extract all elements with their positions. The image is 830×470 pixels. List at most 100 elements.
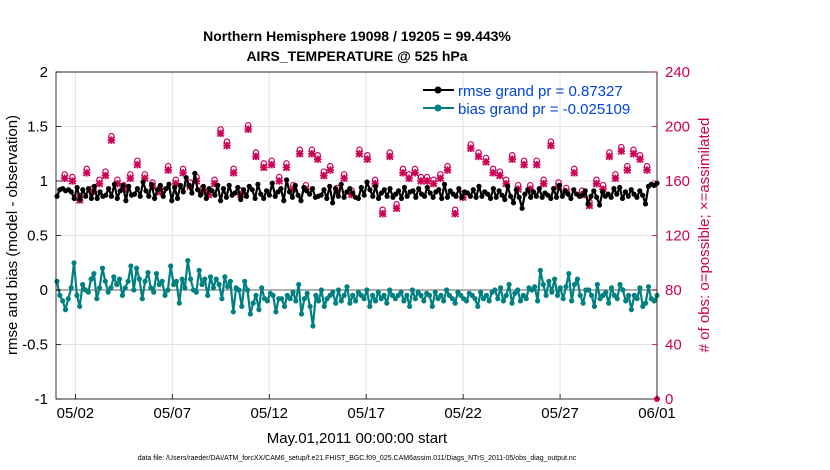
rmse-point [622, 189, 629, 195]
rmse-point [332, 186, 339, 192]
rmse-point [597, 202, 603, 208]
bias-point [247, 311, 253, 317]
obs-assimilated-marker [405, 174, 413, 183]
obs-assimilated-marker [466, 144, 475, 153]
rmse-point [487, 195, 494, 201]
obs-assimilated-marker [133, 160, 142, 169]
bias-point [111, 274, 117, 280]
bias-point [560, 296, 566, 302]
obs-assimilated-marker [378, 209, 387, 218]
rmse-point [358, 184, 364, 191]
rmse-point [421, 193, 428, 199]
y-tick-label: -1 [35, 391, 48, 408]
obs-assimilated-marker [216, 129, 225, 138]
rmse-point [120, 182, 126, 188]
rmse-point [186, 182, 192, 188]
rmse-point [485, 191, 491, 197]
bias-point [370, 292, 376, 298]
bias-point [347, 300, 353, 306]
rmse-point [467, 193, 473, 199]
y-tick-label: 1.5 [27, 119, 48, 136]
obs-assimilated-marker [474, 152, 483, 161]
bias-point [273, 309, 279, 315]
bias-point [225, 284, 231, 290]
rmse-point [243, 193, 250, 199]
bias-point [153, 271, 160, 277]
rmse-point [396, 188, 402, 194]
bias-point [310, 323, 316, 329]
rmse-point [608, 194, 614, 200]
bias-point [293, 298, 299, 304]
bias-point [202, 276, 208, 282]
bias-point [341, 292, 347, 298]
rmse-point [470, 187, 476, 193]
y-tick-label: 0 [40, 282, 48, 299]
right-y-tick-label: 40 [665, 337, 682, 354]
bias-point [503, 292, 509, 298]
bias-point [537, 267, 544, 273]
bias-point [532, 284, 538, 290]
rmse-point [289, 194, 295, 200]
rmse-point [453, 193, 459, 199]
rmse-point [218, 198, 224, 204]
bias-point [361, 296, 367, 302]
obs-assimilated-marker [326, 166, 335, 174]
bias-point [404, 292, 410, 298]
bias-point [196, 267, 202, 273]
bias-point [250, 300, 256, 306]
rmse-point [444, 194, 450, 200]
rmse-point [94, 195, 100, 201]
rmse-point [582, 188, 588, 194]
rmse-point [510, 200, 517, 206]
bias-point [125, 278, 131, 284]
bias-point [438, 292, 444, 298]
rmse-point [456, 186, 462, 192]
chart-title: Northern Hemisphere 19098 / 19205 = 99.4… [203, 28, 511, 44]
bias-point [651, 298, 657, 304]
rmse-point [370, 193, 376, 199]
rmse-point [571, 187, 577, 193]
bias-point [136, 276, 142, 282]
bias-point [429, 303, 435, 309]
bias-point [472, 296, 478, 302]
bias-point [207, 274, 214, 280]
bias-point [580, 300, 586, 306]
obs-assimilated-marker [363, 155, 372, 164]
legend-bias-label: bias grand pr = -0.025109 [458, 101, 630, 118]
rmse-point [565, 191, 571, 197]
legend-bias-marker [434, 104, 442, 112]
rmse-point [398, 195, 405, 201]
obs-assimilated-marker [101, 171, 110, 180]
bias-point [571, 281, 578, 288]
bias-point [290, 289, 296, 295]
bias-point [80, 281, 86, 288]
rmse-point [220, 186, 227, 192]
rmse-point [140, 179, 146, 185]
bias-point [105, 289, 111, 295]
rmse-point [166, 181, 172, 187]
rmse-point [556, 182, 563, 188]
obs-assimilated-marker [399, 168, 407, 177]
right-y-tick-label: 120 [665, 228, 690, 245]
bias-point [577, 292, 583, 298]
obs-assimilated-marker [423, 177, 431, 185]
bias-point [594, 281, 600, 288]
rmse-point [367, 187, 373, 193]
bias-point [563, 284, 569, 290]
rmse-point [568, 195, 574, 201]
bias-point [643, 300, 649, 306]
bias-point [566, 271, 572, 277]
rmse-point [361, 192, 367, 198]
obs-assimilated-marker [313, 155, 322, 164]
bias-point [367, 303, 373, 309]
bias-point [97, 285, 103, 291]
y-tick-label: -0.5 [22, 337, 48, 354]
rmse-point [579, 192, 586, 198]
obs-assimilated-marker [411, 168, 419, 177]
rmse-point [611, 186, 617, 192]
rmse-point [530, 189, 537, 195]
bias-point [222, 274, 228, 280]
obs-assimilated-marker [643, 166, 651, 174]
rmse-point [154, 187, 161, 193]
